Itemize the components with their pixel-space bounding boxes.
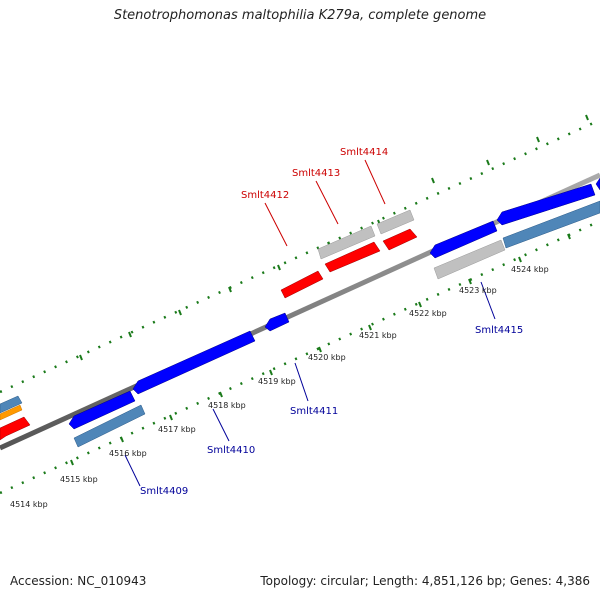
gene-label-smlt4412: Smlt4412	[241, 190, 289, 201]
gene-arrow	[382, 228, 418, 251]
reverse-genes	[68, 177, 600, 430]
gene-label-smlt4409: Smlt4409	[140, 486, 188, 497]
scale-label: 4516 kbp	[109, 449, 147, 458]
scale-label: 4520 kbp	[308, 353, 346, 362]
reverse-cds-features	[73, 200, 600, 448]
cds-bar	[433, 239, 506, 280]
gene-arrow	[324, 241, 381, 273]
forward-cds-features	[0, 209, 415, 421]
scale-label: 4514 kbp	[10, 500, 48, 509]
scale-label: 4524 kbp	[511, 265, 549, 274]
accession-text: Accession: NC_010943	[10, 574, 147, 588]
map-title: Stenotrophomonas maltophilia K279a, comp…	[113, 8, 487, 23]
forward-genes	[0, 228, 418, 441]
gene-label-smlt4414: Smlt4414	[340, 147, 388, 158]
gene-label-smlt4413: Smlt4413	[292, 168, 340, 179]
major-ticks	[70, 114, 589, 466]
scale-label: 4518 kbp	[208, 401, 246, 410]
scale-label: 4521 kbp	[359, 331, 397, 340]
cds-bar	[0, 404, 23, 421]
gene-arrow	[264, 312, 290, 332]
cds-bar	[73, 404, 146, 448]
gene-arrow	[496, 183, 596, 226]
gene-arrow	[0, 416, 31, 441]
cds-bar	[317, 225, 376, 260]
gene-arrow	[429, 220, 498, 259]
gene-label-smlt4415: Smlt4415	[475, 325, 523, 336]
reverse-gene-labels: Smlt4409 Smlt4410 Smlt4411 Smlt4415	[140, 325, 523, 497]
genome-summary-text: Topology: circular; Length: 4,851,126 bp…	[260, 574, 590, 588]
label-leader-lines	[124, 159, 496, 487]
reverse-tick-ruler	[0, 219, 600, 495]
gene-arrow	[68, 390, 136, 430]
gene-label-smlt4411: Smlt4411	[290, 406, 338, 417]
cds-bar	[502, 200, 600, 249]
gene-arrow	[132, 330, 256, 395]
scale-label: 4523 kbp	[459, 286, 497, 295]
forward-gene-labels: Smlt4412 Smlt4413 Smlt4414	[241, 147, 388, 201]
scale-label: 4522 kbp	[409, 309, 447, 318]
gene-arrow	[280, 270, 324, 299]
scale-label: 4515 kbp	[60, 475, 98, 484]
gene-arrow	[595, 177, 600, 191]
gene-label-smlt4410: Smlt4410	[207, 445, 255, 456]
scale-label: 4519 kbp	[258, 377, 296, 386]
forward-tick-ruler	[0, 118, 600, 394]
scale-labels: 4514 kbp 4515 kbp 4516 kbp 4517 kbp 4518…	[10, 265, 549, 509]
scale-label: 4517 kbp	[158, 425, 196, 434]
cds-bar	[376, 209, 415, 235]
cds-bar	[0, 395, 23, 414]
